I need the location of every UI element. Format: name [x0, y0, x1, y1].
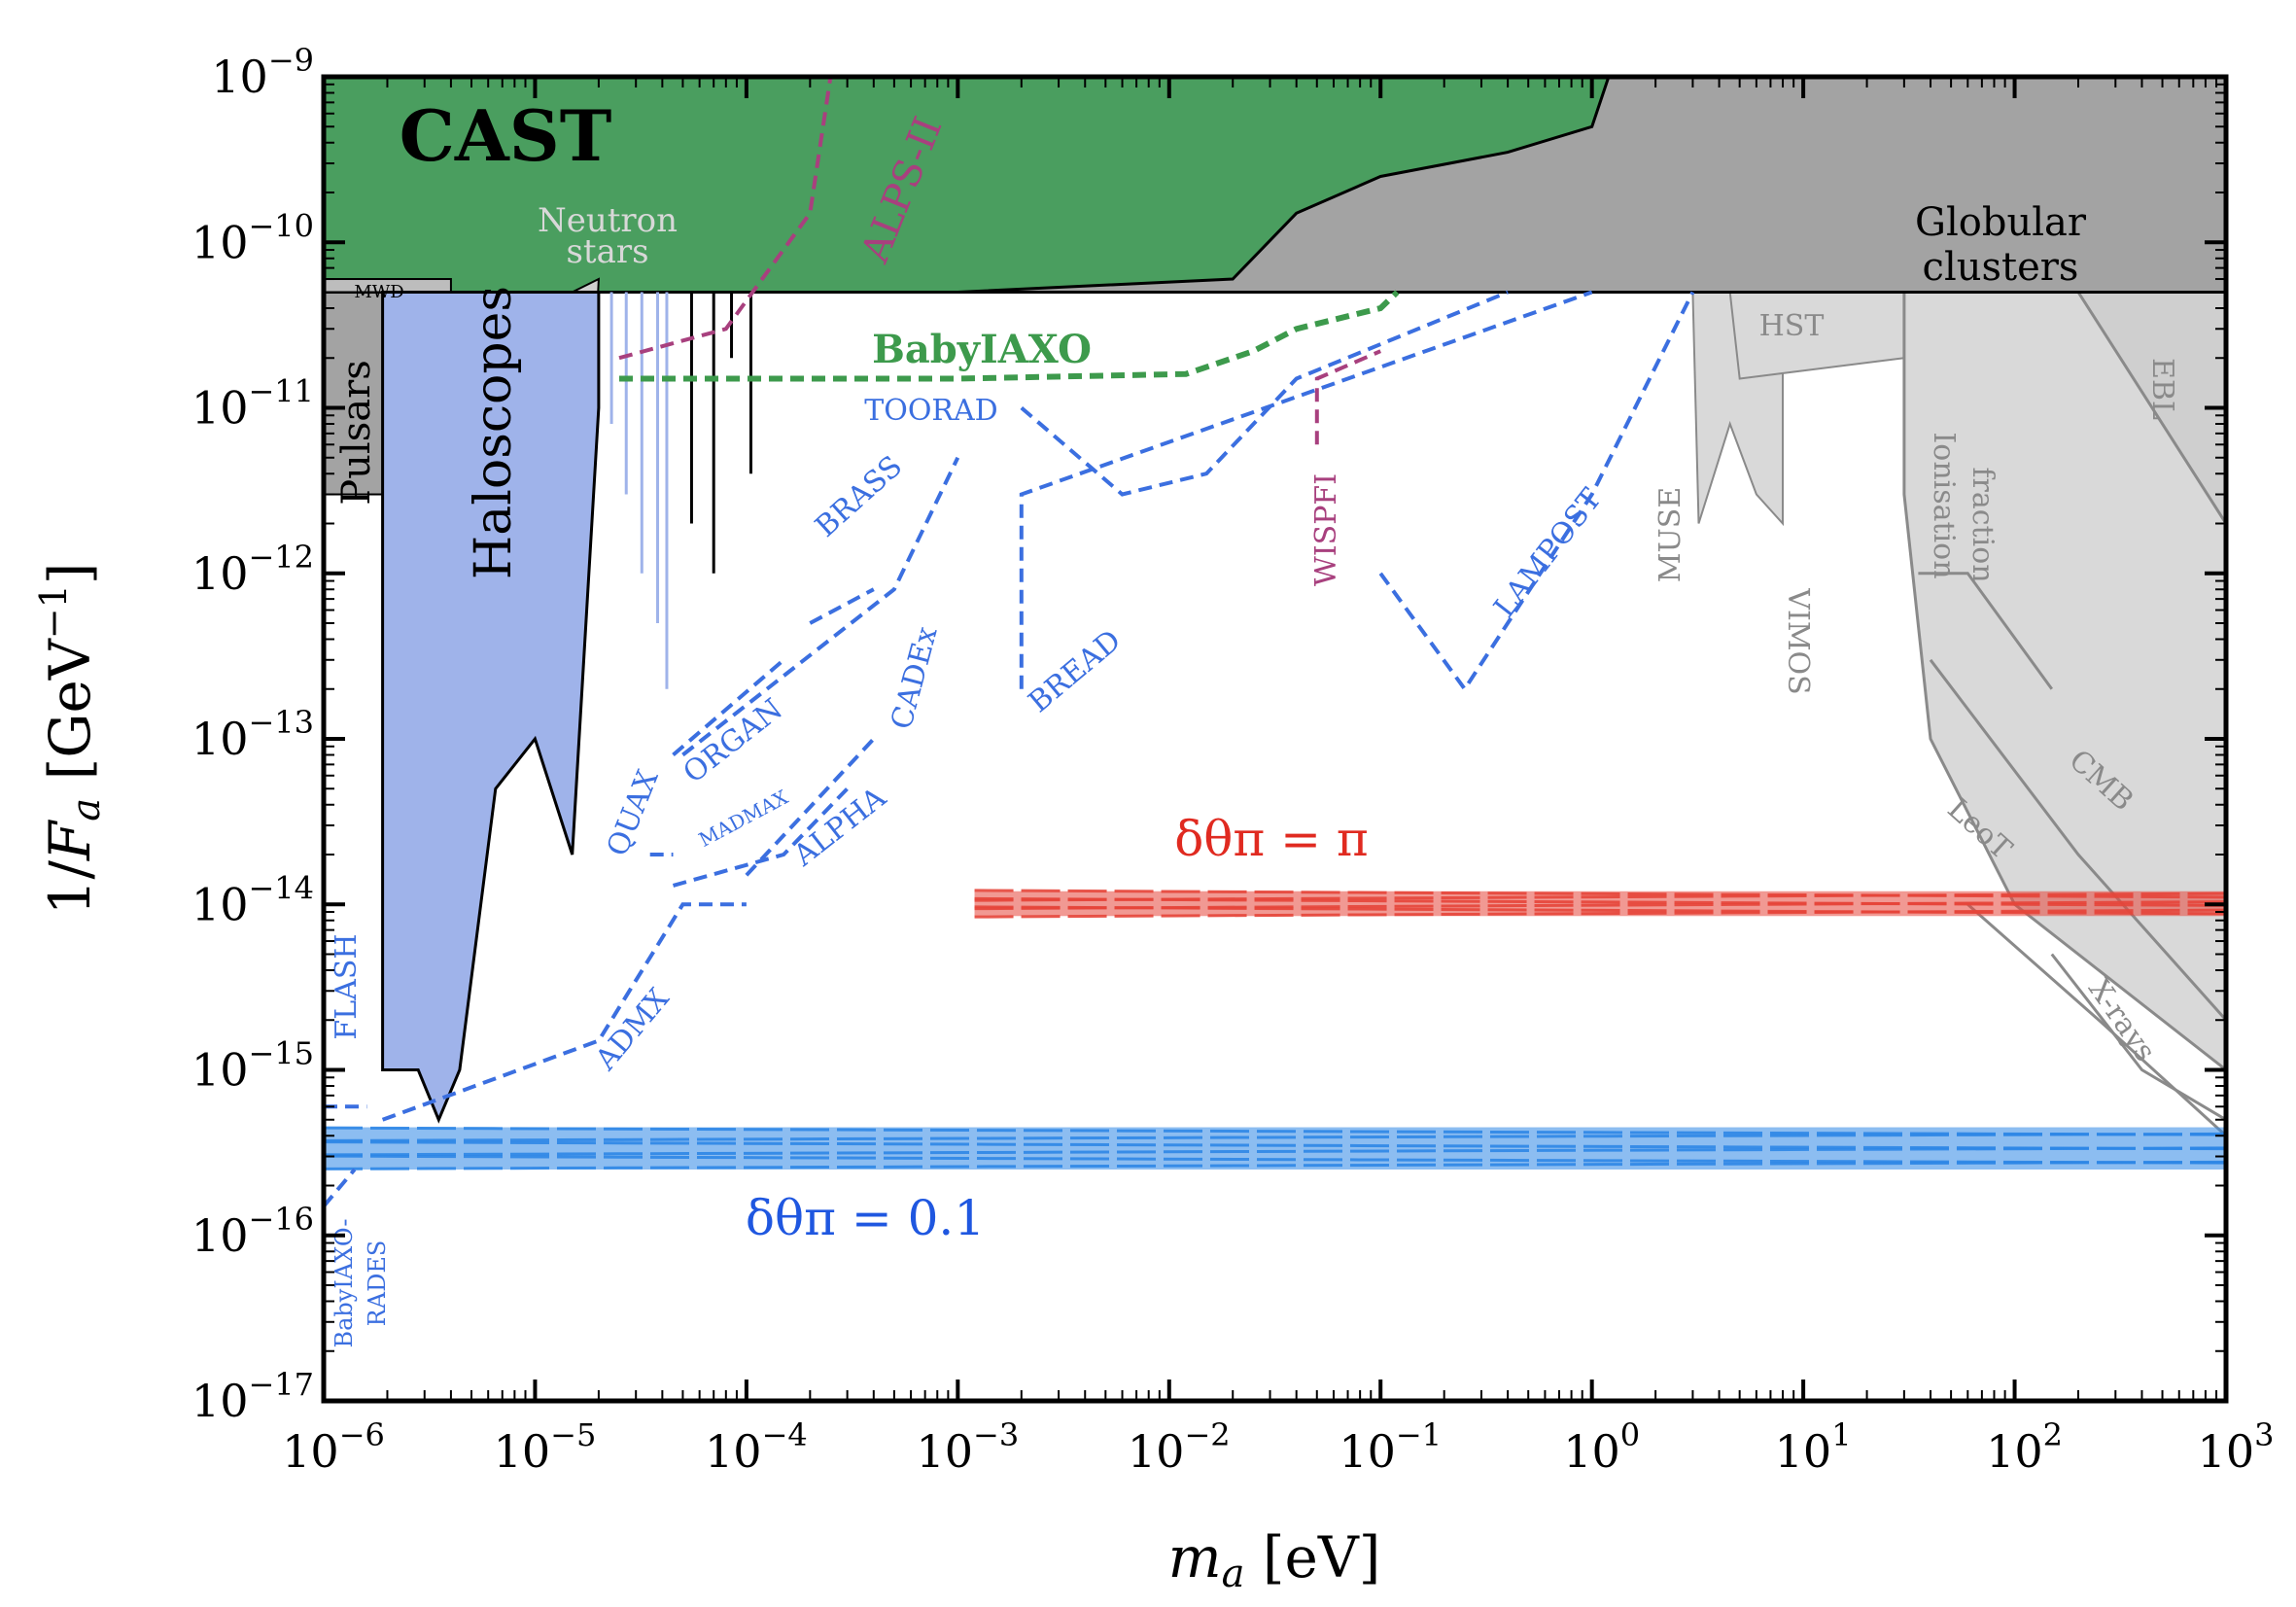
- y-tick-label: 10−11: [191, 373, 314, 435]
- projection-admx: [381, 902, 747, 1122]
- projection-wispfi: [1314, 349, 1381, 445]
- projections-layer: [324, 77, 1695, 1208]
- projection-babyiaxo: [619, 290, 1400, 382]
- band-stroke: [324, 1132, 2226, 1142]
- y-tick-label: 10−16: [191, 1201, 314, 1262]
- label-haloscopes: Haloscopes: [465, 286, 523, 579]
- x-tick-label: 100: [1563, 1416, 1640, 1478]
- label-cast: CAST: [400, 94, 612, 177]
- ionisation-boundary: [1918, 572, 2054, 690]
- plot-area: [324, 77, 2226, 1137]
- xrays-boundary: [2050, 953, 2226, 1122]
- x-tick-label: 10−1: [1339, 1416, 1442, 1478]
- y-tick-label: 10−13: [191, 704, 314, 765]
- label-babyiaxo: BabyIAXO: [872, 327, 1092, 372]
- band-stroke: [324, 1146, 2226, 1157]
- haloscopes-region: [381, 291, 601, 1124]
- x-tick-label: 101: [1775, 1416, 1852, 1478]
- x-tick-label: 10−2: [1128, 1416, 1231, 1478]
- bands-layer: [324, 889, 2226, 1170]
- x-tick-label: 10−5: [494, 1416, 597, 1478]
- projection-cadex: [809, 587, 875, 625]
- band-stroke: [324, 1154, 2226, 1165]
- label-ebl: EBL: [2145, 358, 2179, 420]
- label-rades-2: RADES: [364, 1240, 391, 1327]
- projection-lampost: [1378, 291, 1695, 693]
- label-flash: FLASH: [330, 933, 364, 1039]
- projection-madmax: [672, 786, 850, 888]
- label-muse: MUSE: [1653, 487, 1687, 582]
- x-tick-label: 10−6: [282, 1416, 385, 1478]
- band-stroke: [974, 908, 2226, 919]
- x-axis-label: ma [eV]: [1168, 1524, 1381, 1596]
- projection-organ: [672, 658, 785, 757]
- y-tick-label: 10−14: [191, 869, 314, 930]
- band-stroke: [324, 1140, 2226, 1151]
- label-wispfi: WISPFI: [1309, 473, 1343, 586]
- band-stroke: [324, 1160, 2226, 1170]
- x-tick-label: 103: [2198, 1416, 2275, 1478]
- y-tick-label: 10−17: [191, 1366, 314, 1427]
- label-mwd: MWD: [354, 282, 403, 302]
- band-stroke: [324, 1126, 2226, 1136]
- label-globular-2: clusters: [1923, 245, 2079, 290]
- label-pulsars: Pulsars: [334, 360, 379, 506]
- label-neutron: Neutron: [538, 201, 678, 240]
- label-vimos: VIMOS: [1781, 587, 1815, 694]
- cast-region: [324, 77, 1611, 294]
- projection-toorad: [1020, 290, 1509, 497]
- label-band-pi: δθπ = π: [1174, 811, 1369, 867]
- label-band-0-1: δθπ = 0.1: [746, 1190, 985, 1246]
- label-stars: stars: [566, 232, 648, 271]
- x-tick-label: 10−3: [916, 1416, 1019, 1478]
- ticks-layer: 10−6 10−5 10−4 10−3 10−2 10−1 100 101 102 103 10−1…: [191, 42, 2275, 1478]
- y-tick-label: 10−15: [191, 1035, 314, 1097]
- y-tick-label: 10−10: [191, 207, 314, 268]
- label-ionisation-2: fraction: [1966, 467, 2000, 582]
- projection-babyiaxo-rades: [324, 1168, 357, 1208]
- y-tick-label: 10−9: [211, 42, 314, 103]
- label-toorad: TOORAD: [864, 394, 998, 428]
- projection-alps-ii: [618, 77, 833, 361]
- leot-boundary: [1966, 903, 2226, 1137]
- projection-bread: [1019, 290, 1593, 689]
- label-globular-1: Globular: [1915, 200, 2087, 245]
- x-tick-label: 102: [1986, 1416, 2063, 1478]
- label-ionisation-1: Ionisation: [1927, 432, 1961, 578]
- label-rades-1: BabyIAXO-: [330, 1218, 358, 1347]
- band-0-1: [324, 1127, 2226, 1170]
- cmb-boundary: [1929, 658, 2226, 1022]
- projection-alpha: [745, 737, 876, 877]
- y-tick-label: 10−12: [191, 539, 314, 600]
- x-tick-label: 10−4: [705, 1416, 808, 1478]
- label-hst: HST: [1759, 309, 1825, 343]
- projection-brass: [681, 456, 960, 757]
